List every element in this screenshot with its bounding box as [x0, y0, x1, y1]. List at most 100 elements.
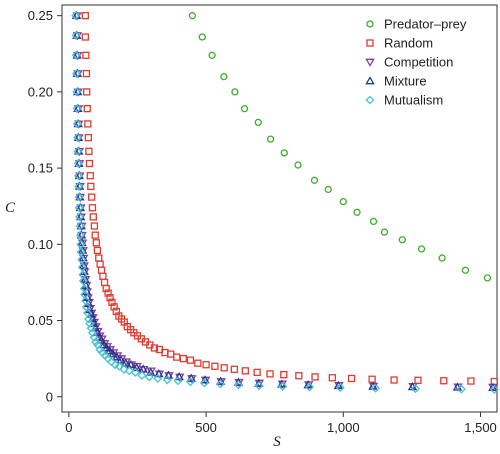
data-point [194, 359, 202, 367]
data-point [75, 221, 85, 231]
legend-marker [366, 39, 374, 47]
data-point [230, 365, 239, 373]
data-point [75, 212, 85, 222]
data-point [93, 246, 102, 255]
data-point [294, 161, 302, 169]
data-point [461, 266, 470, 274]
plot-frame [61, 4, 498, 413]
data-point [74, 192, 84, 202]
legend-marker [365, 58, 375, 67]
x-tick-label: 500 [195, 420, 217, 435]
data-point [280, 149, 288, 157]
data-point [73, 171, 83, 181]
data-point [74, 203, 84, 213]
data-point [483, 274, 492, 282]
data-point [368, 375, 376, 383]
data-point [78, 253, 88, 262]
data-point [414, 376, 422, 384]
legend-marker [365, 76, 375, 85]
y-tick-label: 0.05 [28, 313, 53, 328]
data-point [328, 374, 336, 382]
data-point [369, 217, 378, 226]
y-axis: 0 0.05 0.10 0.15 0.20 0.25 [28, 8, 62, 404]
data-point [200, 375, 210, 384]
data-point [120, 358, 131, 367]
data-point [467, 377, 475, 385]
data-point [91, 231, 99, 239]
x-axis: 0 500 1,000 1,500 [65, 412, 497, 435]
data-point [72, 69, 82, 79]
data-point [114, 361, 124, 371]
data-point [86, 323, 96, 333]
data-point [353, 208, 361, 216]
data-point [112, 352, 122, 361]
series-diamond [71, 11, 499, 394]
data-point [84, 120, 92, 128]
data-point [74, 181, 84, 191]
data-point [116, 355, 126, 364]
data-point [85, 147, 93, 155]
data-point [311, 373, 319, 381]
data-point [380, 228, 389, 236]
data-point [489, 384, 499, 394]
data-point [89, 213, 97, 221]
data-point [96, 335, 107, 344]
data-point [106, 294, 114, 302]
data-point [278, 381, 288, 391]
data-point [295, 372, 303, 380]
data-point [310, 176, 319, 184]
y-tick-label: 0 [46, 389, 53, 404]
data-point [102, 343, 112, 352]
data-point [167, 350, 175, 358]
data-point [211, 362, 219, 370]
data-point [84, 133, 92, 142]
data-point [233, 377, 244, 386]
data-point [124, 366, 134, 376]
data-point [86, 172, 94, 180]
data-point [305, 382, 315, 392]
data-point [87, 193, 96, 201]
data-point [150, 344, 159, 352]
data-point [266, 370, 274, 378]
legend-label: Mixture [384, 74, 427, 89]
data-point [240, 105, 249, 113]
data-point [82, 51, 90, 59]
data-point [417, 245, 426, 253]
data-point [83, 105, 91, 113]
data-point [73, 159, 83, 169]
data-point [81, 12, 89, 20]
data-point [78, 276, 88, 286]
data-point [339, 197, 347, 206]
y-tick-label: 0.20 [28, 84, 53, 99]
legend: Predator–prey Random Competition Mixture Mut… [365, 17, 467, 108]
data-point [490, 377, 498, 386]
data-point [179, 354, 187, 363]
data-point [96, 260, 104, 268]
data-point [77, 237, 87, 247]
data-point [173, 353, 181, 361]
data-point [220, 364, 228, 372]
y-tick-label: 0.10 [28, 237, 53, 252]
data-point [138, 364, 148, 373]
data-point [186, 356, 195, 364]
data-point [85, 319, 95, 329]
data-point [83, 88, 91, 96]
data-point [370, 383, 380, 393]
data-point [220, 72, 228, 81]
x-tick-label: 0 [65, 420, 72, 435]
data-point [110, 303, 118, 311]
legend-label: Competition [384, 55, 453, 70]
data-point [77, 245, 88, 254]
data-point [119, 364, 129, 374]
data-point [438, 254, 446, 262]
data-point [456, 384, 466, 394]
data-point [76, 247, 86, 257]
y-tick-label: 0.25 [28, 8, 53, 23]
x-tick-label: 1,000 [327, 420, 360, 435]
data-point [185, 377, 195, 387]
legend-marker [365, 95, 375, 105]
data-point [99, 272, 107, 280]
data-point [90, 222, 99, 230]
x-tick-label: 1,500 [464, 420, 497, 435]
